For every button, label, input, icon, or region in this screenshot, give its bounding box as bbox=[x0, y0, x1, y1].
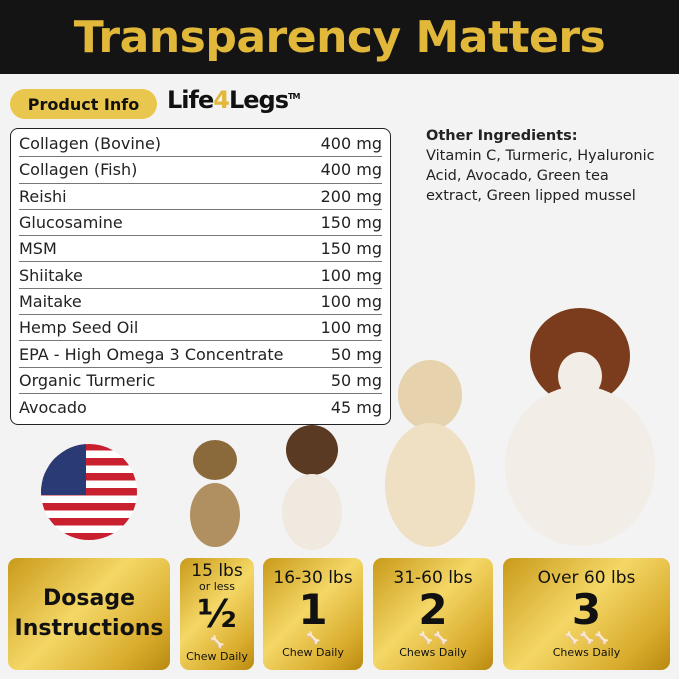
ingredient-amount: 150 mg bbox=[320, 239, 382, 259]
tier-weight: 16-30 lbs bbox=[273, 568, 353, 588]
table-row: Collagen (Fish) 400 mg bbox=[19, 157, 382, 184]
logo-text: Life bbox=[167, 86, 214, 114]
ingredient-name: Organic Turmeric bbox=[19, 370, 156, 390]
dosage-tier: 16-30 lbs 1 🦴 Chew Daily bbox=[263, 558, 363, 670]
table-row: Reishi 200 mg bbox=[19, 184, 382, 210]
beagle-puppy-image bbox=[282, 425, 342, 550]
ingredient-name: Maitake bbox=[19, 291, 82, 311]
yorkie-dog-image bbox=[190, 440, 240, 547]
dosage-title: Dosage bbox=[43, 586, 135, 611]
product-info-badge: Product Info bbox=[10, 89, 157, 119]
ingredient-name: Avocado bbox=[19, 397, 87, 417]
table-row: Organic Turmeric 50 mg bbox=[19, 368, 382, 394]
tier-label: Chew Daily bbox=[282, 646, 344, 659]
logo-text: Legs bbox=[228, 86, 289, 114]
ingredients-table: Collagen (Bovine) 400 mg Collagen (Fish) 4… bbox=[10, 128, 391, 425]
ingredient-amount: 50 mg bbox=[330, 370, 382, 390]
dosage-tier: 31-60 lbs 2 🦴🦴 Chews Daily bbox=[373, 558, 493, 670]
logo-four: 4 bbox=[213, 86, 230, 114]
brand-logo: Life4LegsTM bbox=[167, 86, 300, 114]
ingredient-amount: 100 mg bbox=[320, 318, 382, 338]
ingredient-name: Reishi bbox=[19, 186, 67, 206]
other-ingredients-title: Other Ingredients: bbox=[426, 128, 578, 144]
ingredient-name: Shiitake bbox=[19, 265, 83, 285]
ingredient-amount: 50 mg bbox=[330, 344, 382, 364]
dosage-title-box: Dosage Instructions bbox=[8, 558, 170, 670]
table-row: Glucosamine 150 mg bbox=[19, 210, 382, 237]
us-flag-icon bbox=[41, 444, 137, 540]
ingredient-name: Collagen (Bovine) bbox=[19, 134, 162, 154]
table-row: MSM 150 mg bbox=[19, 236, 382, 263]
ingredient-amount: 100 mg bbox=[320, 291, 382, 311]
golden-retriever-image bbox=[385, 360, 475, 547]
other-ingredients-text: Vitamin C, Turmeric, Hyaluronic Acid, Av… bbox=[426, 148, 655, 204]
bone-icon: 🦴 bbox=[209, 635, 225, 649]
ingredient-amount: 100 mg bbox=[320, 265, 382, 285]
ingredient-amount: 400 mg bbox=[320, 160, 382, 180]
ingredient-amount: 45 mg bbox=[330, 397, 382, 417]
bone-icon: 🦴 bbox=[305, 631, 321, 645]
dosage-tier: Over 60 lbs 3 🦴🦴🦴 Chews Daily bbox=[503, 558, 670, 670]
ingredient-amount: 150 mg bbox=[320, 213, 382, 233]
bone-icon: 🦴🦴 bbox=[418, 631, 448, 645]
bone-icon: 🦴🦴🦴 bbox=[564, 631, 609, 645]
table-row: EPA - High Omega 3 Concentrate 50 mg bbox=[19, 341, 382, 368]
tier-weight: 15 lbs bbox=[191, 561, 243, 581]
tier-weight: Over 60 lbs bbox=[537, 568, 636, 588]
ingredient-name: MSM bbox=[19, 239, 57, 259]
tier-label: Chews Daily bbox=[399, 646, 467, 659]
table-row: Collagen (Bovine) 400 mg bbox=[19, 131, 382, 158]
tier-label: Chews Daily bbox=[552, 646, 621, 659]
tier-weight: 31-60 lbs bbox=[393, 568, 473, 588]
dosage-tier: 15 lbs or less ½ 🦴 Chew Daily bbox=[180, 558, 254, 670]
ingredient-name: EPA - High Omega 3 Concentrate bbox=[19, 344, 284, 364]
tier-count: ½ bbox=[197, 592, 237, 636]
ingredient-name: Hemp Seed Oil bbox=[19, 318, 139, 338]
other-ingredients: Other Ingredients: Vitamin C, Turmeric, H… bbox=[426, 126, 666, 206]
ingredient-name: Collagen (Fish) bbox=[19, 160, 138, 180]
page-title: Transparency Matters bbox=[73, 11, 606, 63]
table-row: Maitake 100 mg bbox=[19, 289, 382, 316]
header-banner: Transparency Matters bbox=[0, 0, 679, 74]
trademark: TM bbox=[288, 92, 300, 101]
tier-count: 2 bbox=[418, 585, 448, 634]
ingredient-amount: 400 mg bbox=[320, 134, 382, 154]
table-row: Avocado 45 mg bbox=[19, 394, 382, 420]
saint-bernard-image bbox=[505, 308, 655, 546]
table-row: Hemp Seed Oil 100 mg bbox=[19, 315, 382, 342]
tier-count: 1 bbox=[298, 585, 328, 634]
ingredient-amount: 200 mg bbox=[320, 186, 382, 206]
dosage-title: Instructions bbox=[14, 616, 164, 641]
tier-weight-sub: or less bbox=[198, 580, 236, 593]
ingredient-name: Glucosamine bbox=[19, 213, 123, 233]
table-row: Shiitake 100 mg bbox=[19, 262, 382, 289]
tier-count: 3 bbox=[571, 585, 602, 634]
tier-label: Chew Daily bbox=[186, 650, 248, 663]
